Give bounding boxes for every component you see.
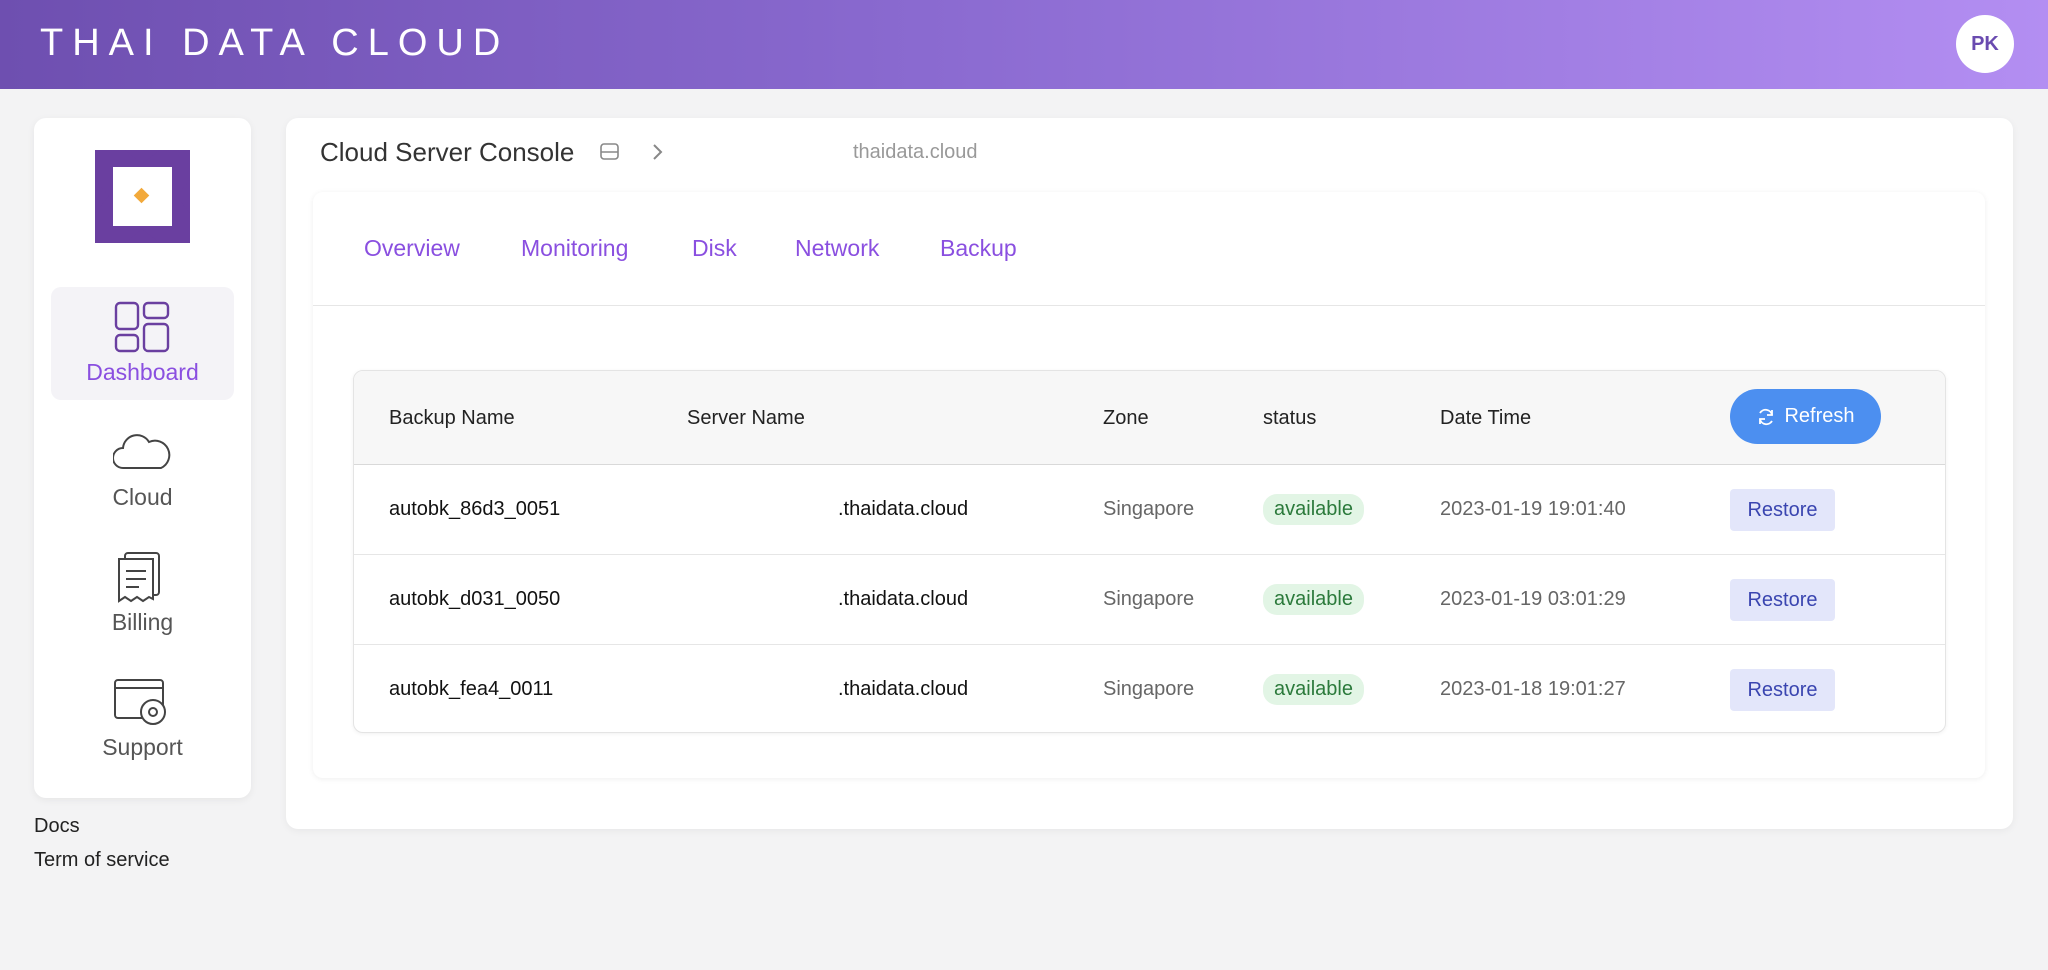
nav-label: Cloud xyxy=(112,484,173,510)
nav-label: Dashboard xyxy=(86,359,199,385)
breadcrumb-domain: thaidata.cloud xyxy=(853,141,978,163)
nav-item[interactable]: Support xyxy=(51,662,234,775)
column-header: Backup Name xyxy=(389,407,515,429)
column-header: Date Time xyxy=(1440,407,1532,429)
nav-label: Billing xyxy=(111,609,174,635)
page-title: Cloud Server Console xyxy=(320,137,575,167)
backup-table: Refresh Backup Name Server Name Zone status… xyxy=(353,370,1946,733)
tab[interactable]: Network xyxy=(795,235,880,261)
date-time: 2023-01-19 03:01:29 xyxy=(1440,588,1626,610)
nav-icon xyxy=(114,679,166,725)
backup-name: autobk_86d3_0051 xyxy=(389,498,561,520)
status-badge: available xyxy=(1263,674,1364,705)
nav-icon xyxy=(113,434,171,469)
table-row: autobk_d031_0050 .thaidata.cloud Singapore… xyxy=(354,555,1945,645)
refresh-icon xyxy=(1759,408,1774,425)
date-time: 2023-01-19 19:01:40 xyxy=(1440,498,1626,520)
tab[interactable]: Disk xyxy=(692,235,737,261)
date-time: 2023-01-18 19:01:27 xyxy=(1440,678,1626,700)
tab[interactable]: Monitoring xyxy=(521,235,629,261)
table-row: autobk_86d3_0051 .thaidata.cloud Singapore… xyxy=(354,465,1945,555)
brand: THAI DATA CLOUD xyxy=(40,22,510,64)
server-icon xyxy=(600,143,619,160)
column-header: Zone xyxy=(1103,407,1149,429)
server-name: .thaidata.cloud xyxy=(838,498,969,520)
server-name: .thaidata.cloud xyxy=(838,678,969,700)
restore-button[interactable]: Restore xyxy=(1730,579,1835,621)
nav-icon xyxy=(114,301,170,353)
nav-item[interactable]: Dashboard xyxy=(51,287,234,400)
refresh-label: Refresh xyxy=(1784,405,1855,427)
zone: Singapore xyxy=(1103,588,1195,610)
top-bar: THAI DATA CLOUD PK xyxy=(0,0,2048,89)
logo xyxy=(95,150,190,243)
status-badge: available xyxy=(1263,494,1364,525)
backup-name: autobk_d031_0050 xyxy=(389,588,561,610)
table-row: autobk_fea4_0011 .thaidata.cloud Singapore… xyxy=(354,645,1945,732)
status-badge: available xyxy=(1263,584,1364,615)
column-header: status xyxy=(1263,407,1317,429)
nav-item[interactable]: Billing xyxy=(51,537,234,650)
footer-link[interactable]: Term of service xyxy=(34,849,170,871)
nav-label: Support xyxy=(102,734,183,760)
tab[interactable]: Overview xyxy=(364,235,460,261)
divider xyxy=(313,305,1985,306)
restore-button[interactable]: Restore xyxy=(1730,489,1835,531)
restore-button[interactable]: Restore xyxy=(1730,669,1835,711)
zone: Singapore xyxy=(1103,678,1195,700)
nav-item[interactable]: Cloud xyxy=(51,412,234,525)
column-header: Server Name xyxy=(687,407,805,429)
backup-name: autobk_fea4_0011 xyxy=(389,678,554,700)
server-name: .thaidata.cloud xyxy=(838,588,969,610)
refresh-button[interactable]: Refresh xyxy=(1730,389,1881,444)
avatar[interactable]: PK xyxy=(1956,15,2014,73)
tab[interactable]: Backup xyxy=(940,235,1017,261)
table-header: Refresh Backup Name Server Name Zone status… xyxy=(354,371,1945,465)
chevron xyxy=(653,144,663,160)
nav-icon xyxy=(118,552,160,603)
footer-link[interactable]: Docs xyxy=(34,815,80,837)
sidebar: Dashboard Cloud Billing Support xyxy=(34,118,251,798)
zone: Singapore xyxy=(1103,498,1195,520)
